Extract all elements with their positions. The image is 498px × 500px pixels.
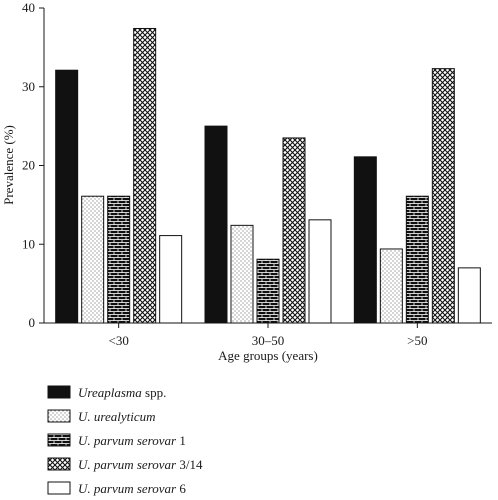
legend-label: U. parvum serovar 3/14 (78, 457, 203, 472)
bar-brick-2 (405, 195, 429, 324)
bar-empty-0 (159, 235, 183, 324)
y-tick-label: 10 (22, 236, 35, 251)
bar-dots-0 (81, 195, 105, 324)
legend: Ureaplasma spp. U. urealyticum U. parvum s… (47, 385, 203, 496)
bar-crosshatch-1 (282, 137, 306, 324)
bar-solid-2 (353, 156, 377, 324)
bar-empty-2 (457, 267, 481, 324)
y-tick-label: 30 (22, 79, 35, 94)
bar-dots-1 (230, 224, 254, 324)
legend-swatch-crosshatch (47, 457, 71, 471)
y-tick-label: 0 (29, 315, 36, 330)
x-tick-label: 30–50 (252, 333, 285, 348)
legend-label: U. urealyticum (78, 409, 156, 424)
legend-swatch-brick (47, 433, 71, 447)
legend-item: U. parvum serovar 3/14 (47, 457, 203, 472)
y-ticks: 0 10 20 30 40 (22, 0, 44, 330)
x-tick-label: >50 (407, 333, 427, 348)
legend-item: U. urealyticum (47, 409, 156, 424)
bar-solid-1 (204, 125, 228, 324)
bar-crosshatch-0 (133, 27, 157, 324)
bar-brick-0 (107, 195, 131, 324)
axes: 0 10 20 30 40 <30 30–50 >50 (22, 0, 492, 348)
legend-label: U. parvum serovar 1 (78, 433, 186, 448)
legend-swatch-empty (47, 481, 71, 495)
x-axis-title: Age groups (years) (218, 348, 318, 363)
bars (55, 27, 481, 324)
bar-brick-1 (256, 258, 280, 324)
legend-swatch-solid (47, 385, 71, 399)
x-ticks: <30 30–50 >50 (108, 323, 428, 348)
legend-label: U. parvum serovar 6 (78, 481, 186, 496)
legend-label: Ureaplasma spp. (78, 385, 166, 400)
bar-crosshatch-2 (431, 68, 455, 324)
bar-solid-0 (55, 69, 79, 324)
y-axis-title: Prevalence (%) (1, 125, 16, 205)
legend-item: U. parvum serovar 6 (47, 481, 186, 496)
y-tick-label: 20 (22, 158, 35, 173)
bar-dots-2 (379, 248, 403, 324)
x-tick-label: <30 (108, 333, 128, 348)
legend-item: Ureaplasma spp. (47, 385, 166, 400)
legend-item: U. parvum serovar 1 (47, 433, 186, 448)
y-tick-label: 40 (22, 0, 35, 15)
bar-empty-1 (308, 219, 332, 324)
legend-swatch-dots (47, 409, 71, 423)
